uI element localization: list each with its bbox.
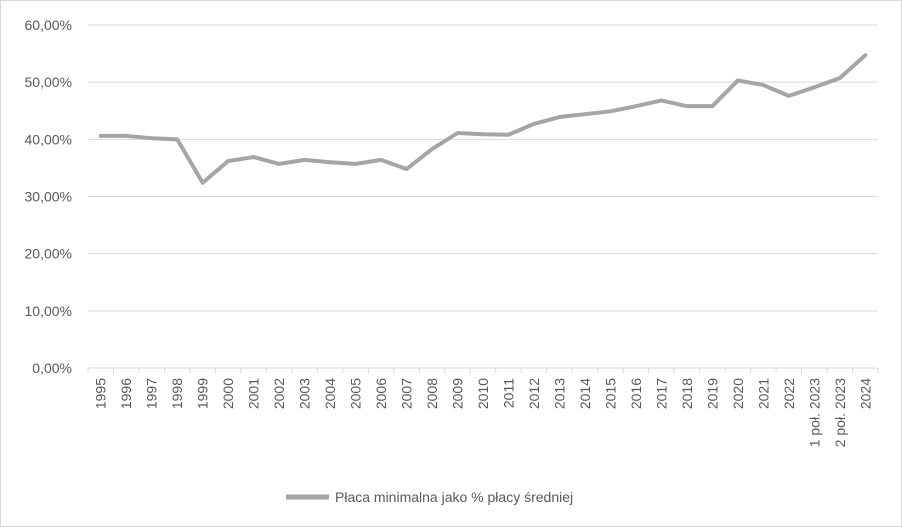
x-tick-label: 2000	[220, 378, 236, 409]
data-point	[379, 158, 383, 162]
y-tick-label: 50,00%	[25, 74, 72, 90]
legend-label: Płaca minimalna jako % płacy średniej	[335, 489, 573, 505]
data-point	[685, 104, 689, 108]
data-point	[608, 109, 612, 113]
x-tick-label: 2024	[857, 378, 873, 409]
x-tick-label: 2021	[755, 378, 771, 409]
data-point	[456, 131, 460, 135]
x-axis-tick-labels: 1995 1996 1997 1998 1999 2000 2001 2002 2003 2004…	[87, 368, 879, 447]
series-layer	[98, 53, 868, 185]
x-tick-label: 2014	[577, 378, 593, 409]
x-tick-label: 2011	[500, 378, 516, 408]
data-point	[430, 147, 434, 151]
x-tick-label: 2004	[322, 378, 338, 409]
data-point	[710, 104, 714, 108]
x-tick-label: 1 poł. 2023	[806, 378, 822, 447]
x-tick-label: 2020	[730, 378, 746, 409]
x-tick-label: 1995	[93, 378, 109, 409]
x-tick-label: 2013	[551, 378, 567, 409]
x-tick-label: 1997	[144, 378, 160, 409]
data-point	[532, 122, 536, 126]
data-point	[328, 160, 332, 164]
x-tick-label: 2015	[602, 378, 618, 409]
data-point	[838, 76, 842, 80]
x-tick-label: 1996	[118, 378, 134, 409]
y-tick-label: 0,00%	[32, 360, 72, 376]
data-point	[812, 85, 816, 89]
data-point	[863, 53, 867, 57]
x-tick-label: 1998	[169, 378, 185, 409]
x-tick-label: 2012	[526, 378, 542, 409]
y-tick-label: 60,00%	[25, 17, 72, 33]
data-point	[634, 104, 638, 108]
legend: Płaca minimalna jako % płacy średniej	[286, 489, 573, 505]
x-tick-label: 2016	[628, 378, 644, 409]
data-point	[659, 98, 663, 102]
x-tick-label: 2007	[399, 378, 415, 409]
x-tick-label: 2001	[246, 378, 262, 409]
data-point	[736, 78, 740, 82]
x-tick-label: 2008	[424, 378, 440, 409]
x-tick-label: 2022	[781, 378, 797, 409]
x-tick-label: 2003	[297, 378, 313, 409]
x-tick-label: 2010	[475, 378, 491, 409]
data-point	[787, 94, 791, 98]
x-tick-label: 2 poł. 2023	[832, 378, 848, 447]
y-tick-label: 10,00%	[25, 303, 72, 319]
x-tick-label: 2017	[653, 378, 669, 409]
data-point	[226, 159, 230, 163]
data-point	[761, 83, 765, 87]
x-tick-label: 2018	[679, 378, 695, 409]
data-point	[201, 181, 205, 185]
x-tick-label: 2009	[450, 378, 466, 409]
x-tick-label: 2019	[704, 378, 720, 409]
x-tick-label: 2006	[373, 378, 389, 409]
gridlines	[88, 24, 878, 369]
data-point	[405, 167, 409, 171]
data-point	[99, 134, 103, 138]
data-point	[175, 137, 179, 141]
data-point	[557, 115, 561, 119]
y-tick-label: 20,00%	[25, 246, 72, 262]
data-point	[354, 162, 358, 166]
y-tick-label: 40,00%	[25, 131, 72, 147]
x-tick-label: 2002	[271, 378, 287, 409]
data-point	[506, 133, 510, 137]
data-point	[124, 134, 128, 138]
x-tick-label: 1999	[195, 378, 211, 409]
data-point	[277, 162, 281, 166]
series-line	[98, 53, 868, 185]
y-axis-tick-labels: 0,00% 10,00% 20,00% 30,00% 40,00% 50,00% 60,00…	[25, 17, 72, 376]
data-point	[150, 136, 154, 140]
data-point	[303, 158, 307, 162]
y-tick-label: 30,00%	[25, 189, 72, 205]
data-point	[481, 132, 485, 136]
data-point	[583, 112, 587, 116]
x-tick-label: 2005	[348, 378, 364, 409]
data-point	[252, 155, 256, 159]
